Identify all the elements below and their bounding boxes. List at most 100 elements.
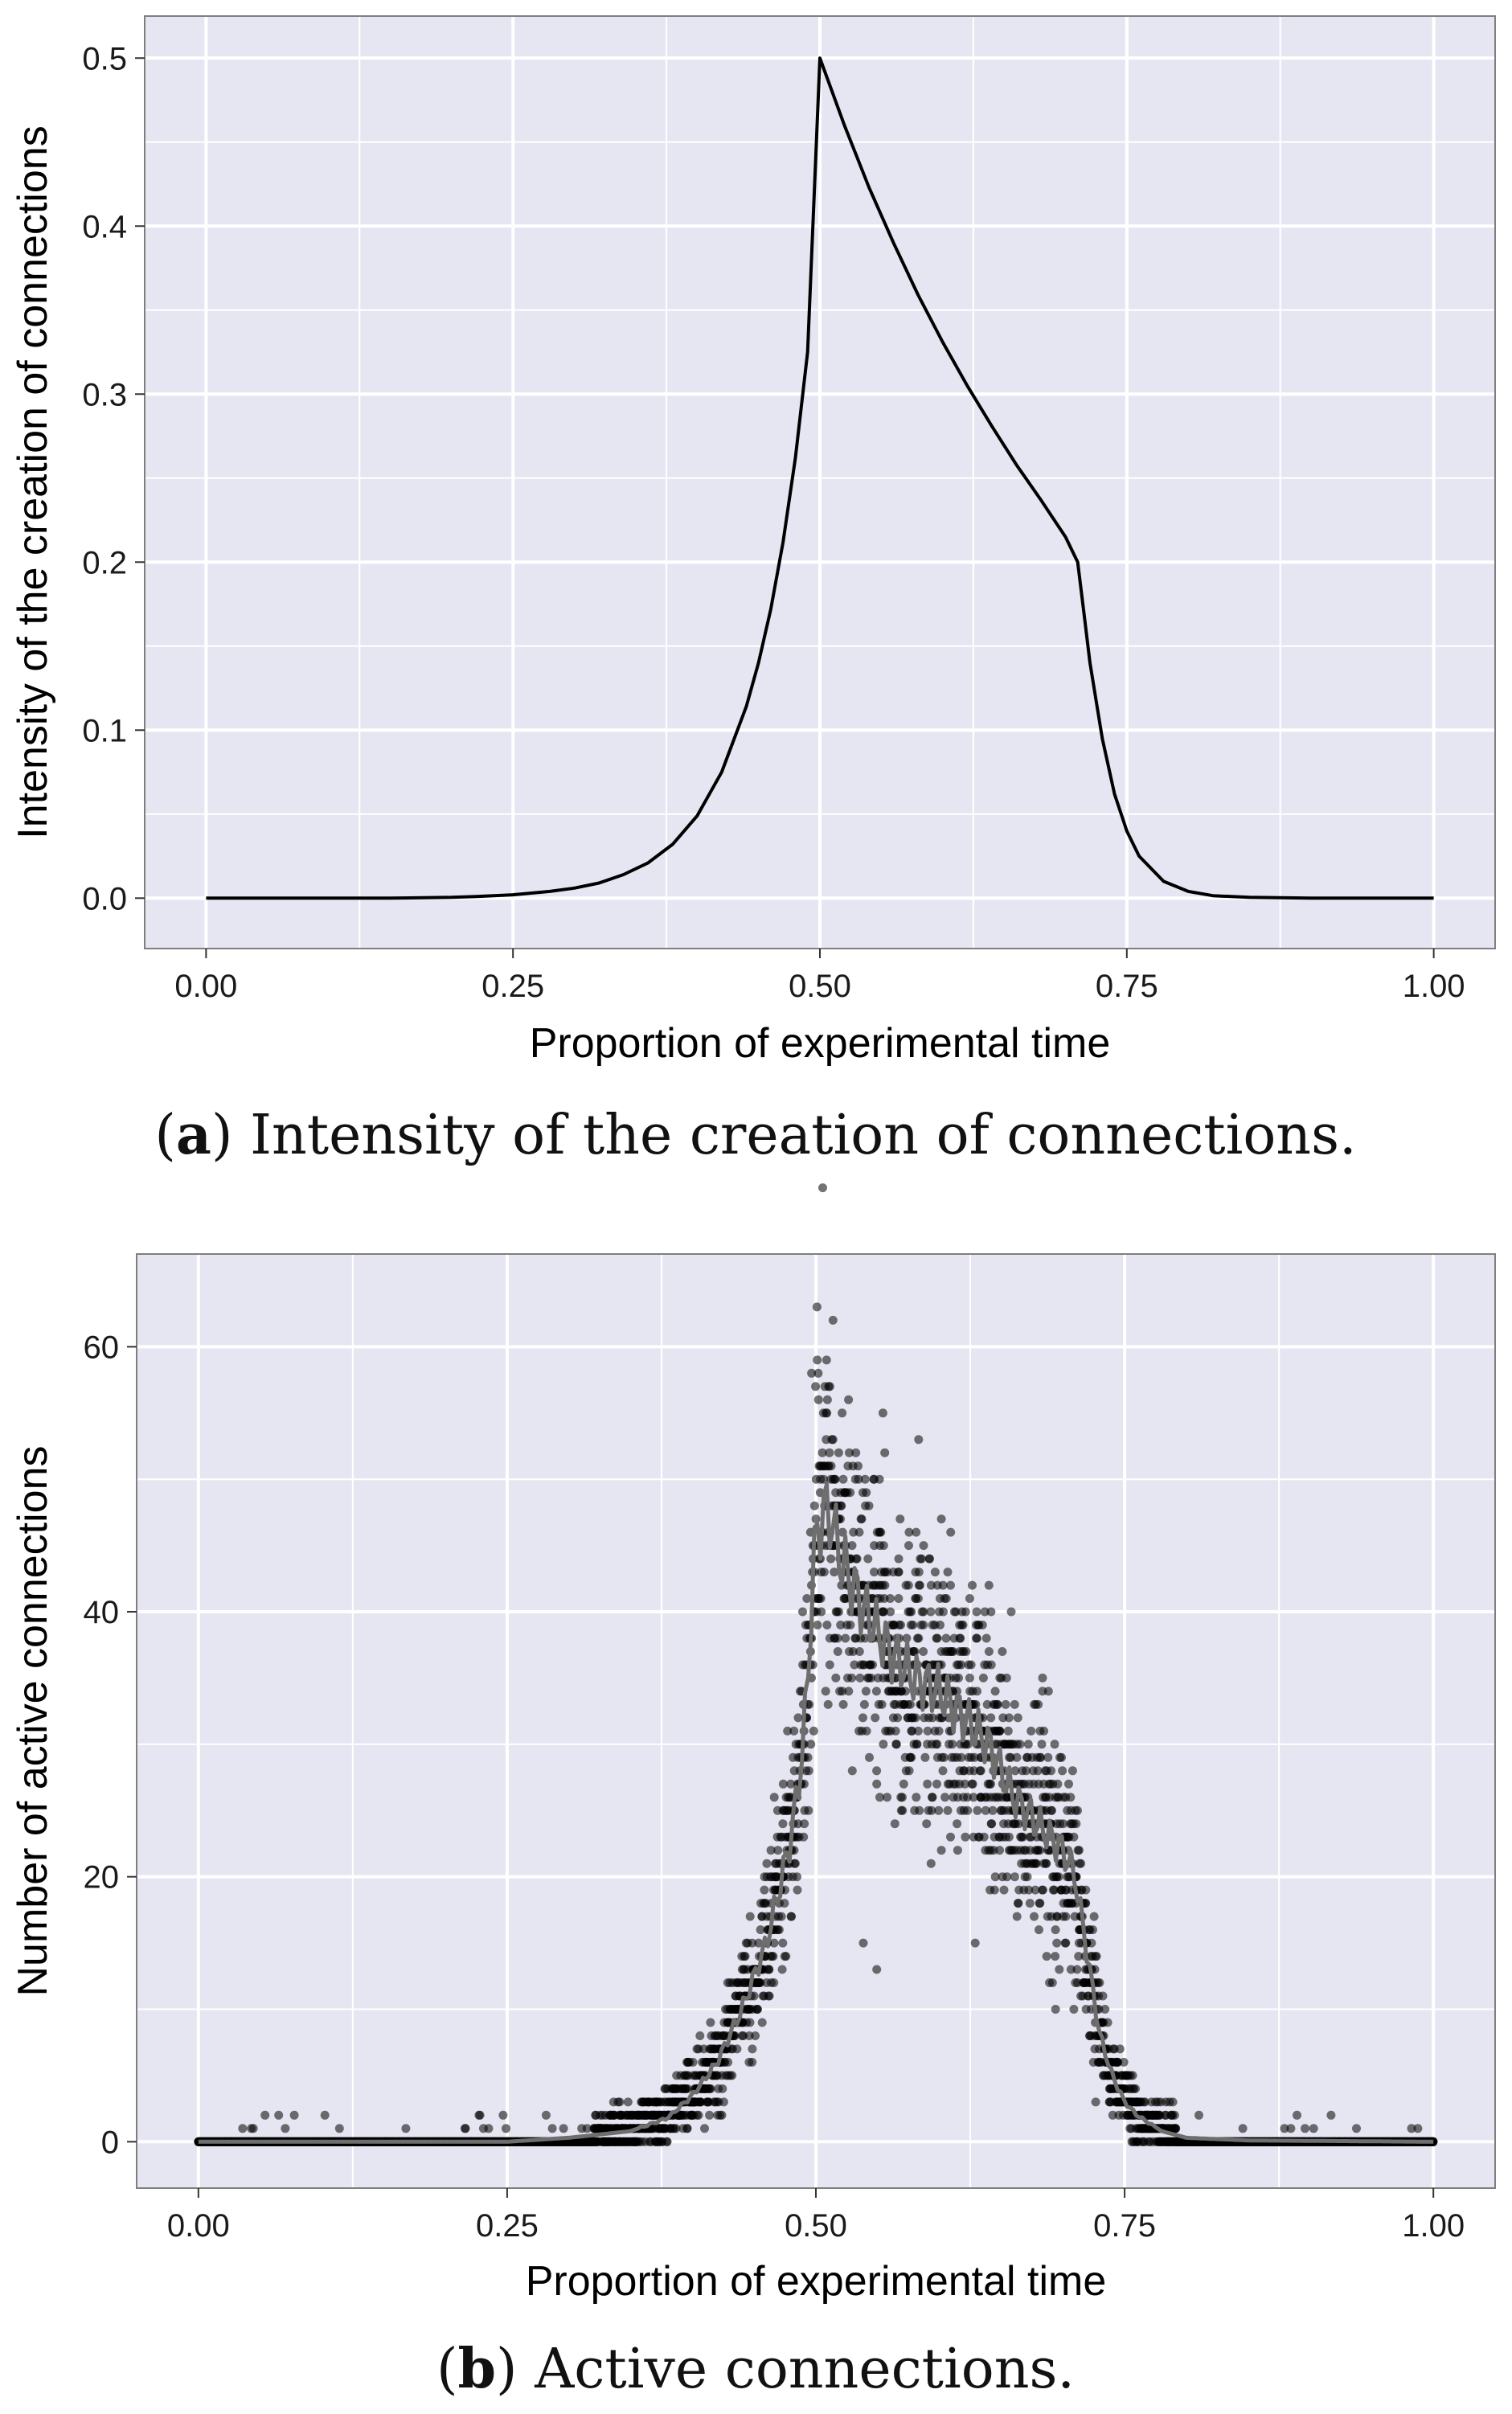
scatter-point — [816, 1594, 826, 1603]
scatter-point — [838, 1687, 847, 1696]
scatter-point — [806, 1740, 816, 1749]
scatter-point — [683, 2084, 692, 2093]
scatter-point — [289, 2110, 299, 2120]
scatter-point — [954, 1673, 963, 1682]
scatter-point — [822, 1355, 831, 1365]
scatter-point — [926, 1607, 936, 1617]
scatter-point — [804, 1766, 813, 1776]
scatter-point — [756, 1925, 765, 1935]
scatter-point — [838, 1408, 847, 1418]
scatter-point — [830, 1568, 839, 1577]
scatter-point — [872, 1779, 882, 1789]
scatter-point — [968, 1779, 977, 1789]
scatter-point — [1003, 1726, 1013, 1736]
scatter-point — [1035, 1899, 1045, 1908]
scatter-point — [1115, 2044, 1125, 2054]
scatter-point — [793, 1713, 803, 1723]
scatter-point — [766, 1846, 776, 1855]
scatter-point — [932, 1779, 941, 1789]
y-tick-label: 60 — [84, 1330, 120, 1365]
scatter-point — [778, 1938, 788, 1948]
scatter-point — [946, 1527, 956, 1537]
scatter-point — [754, 1938, 764, 1948]
scatter-point — [1047, 1805, 1056, 1815]
scatter-point — [924, 1554, 934, 1564]
scatter-point — [986, 1819, 996, 1829]
scatter-point — [813, 1621, 822, 1629]
scatter-point — [749, 1991, 759, 2001]
scatter-point — [1352, 2124, 1361, 2133]
scatter-point — [1058, 1766, 1067, 1776]
scatter-point — [1074, 1846, 1084, 1855]
scatter-point — [1293, 2110, 1301, 2120]
scatter-point — [943, 1568, 953, 1577]
scatter-point — [825, 1660, 834, 1670]
scatter-point — [1413, 2124, 1423, 2133]
scatter-point — [809, 1726, 818, 1736]
x-tick-label: 0.00 — [167, 2208, 230, 2244]
y-tick-label: 20 — [84, 1860, 120, 1896]
scatter-point — [844, 1395, 854, 1404]
scatter-point — [1171, 2124, 1181, 2133]
scatter-point — [762, 1859, 772, 1868]
scatter-point — [914, 1633, 924, 1643]
scatter-point — [798, 1607, 807, 1617]
scatter-point — [1042, 1952, 1051, 1961]
scatter-point — [248, 2124, 258, 2133]
scatter-point — [1088, 1925, 1097, 1935]
scatter-point — [915, 1580, 924, 1590]
chart-a-axes: 0.00 0.25 0.50 0.75 1.000.00.10.20.30.40.5 — [82, 41, 1465, 1004]
scatter-point — [877, 1699, 887, 1709]
scatter-point — [694, 2110, 703, 2120]
scatter-point — [769, 1978, 779, 1987]
scatter-point — [865, 1752, 874, 1762]
scatter-point — [1054, 1872, 1063, 1882]
scatter-point — [1039, 1726, 1049, 1736]
chart-a-caption-text: Intensity of the creation of connections… — [250, 1104, 1357, 1167]
scatter-point — [1081, 1885, 1091, 1895]
scatter-point — [941, 1594, 951, 1603]
scatter-point — [852, 1554, 862, 1564]
scatter-point — [745, 2018, 755, 2027]
x-tick-label: 0.25 — [476, 2208, 539, 2244]
scatter-point — [740, 1952, 750, 1961]
scatter-point — [1043, 1687, 1053, 1696]
scatter-point — [769, 1793, 779, 1802]
scatter-point — [961, 1607, 970, 1617]
scatter-point — [968, 1580, 977, 1590]
scatter-point — [819, 1568, 829, 1577]
scatter-point — [948, 1740, 957, 1749]
scatter-point — [943, 1805, 953, 1815]
scatter-point — [1035, 1752, 1045, 1762]
scatter-point — [956, 1633, 965, 1643]
scatter-point — [756, 1978, 765, 1987]
scatter-point — [922, 1819, 932, 1829]
scatter-point — [859, 1699, 869, 1709]
chart-b-caption-text: Active connections. — [534, 2338, 1075, 2401]
scatter-point — [1035, 1846, 1045, 1855]
scatter-point — [1022, 1872, 1032, 1882]
scatter-point — [891, 1740, 901, 1749]
scatter-point — [847, 1673, 857, 1682]
chart-b-y-axis-title: Number of active connections — [10, 1445, 56, 1996]
chart-a-caption: (a) Intensity of the creation of connect… — [154, 1103, 1356, 1167]
scatter-point — [919, 1541, 928, 1551]
scatter-point — [908, 1621, 918, 1629]
scatter-point — [811, 1514, 821, 1524]
scatter-point — [484, 2124, 494, 2133]
scatter-point — [1089, 1912, 1099, 1921]
scatter-point — [878, 1408, 887, 1418]
scatter-point — [1073, 1805, 1082, 1815]
scatter-point — [919, 1647, 928, 1656]
chart-b-grid — [136, 1253, 1496, 2189]
scatter-point — [930, 1568, 940, 1577]
scatter-point — [748, 1938, 757, 1948]
scatter-point — [1095, 1978, 1104, 1987]
scatter-point — [320, 2110, 330, 2120]
scatter-point — [904, 1580, 913, 1590]
scatter-point — [688, 2057, 698, 2067]
scatter-point — [1042, 1859, 1051, 1868]
scatter-point — [914, 1568, 924, 1577]
scatter-point — [986, 1607, 996, 1617]
scatter-point — [1004, 1832, 1014, 1842]
